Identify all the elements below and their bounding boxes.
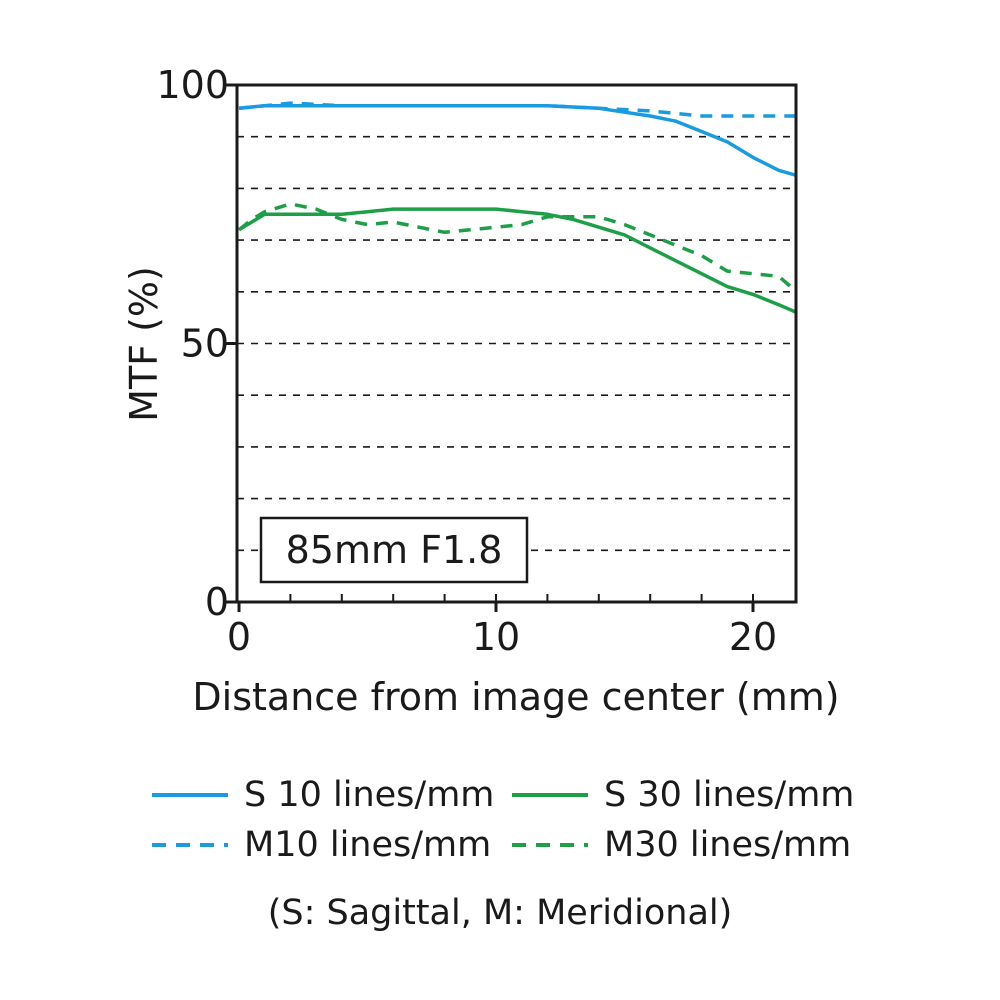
y-tick-label-50: 50 [181, 322, 229, 366]
series-line-1 [238, 103, 798, 178]
legend-swatch-m30 [512, 843, 588, 847]
legend-swatch-m10 [152, 843, 228, 847]
y-axis-title: MTF (%) [122, 266, 166, 422]
legend-label-m10: M10 lines/mm [244, 825, 492, 865]
legend-item-m10: M10 lines/mm [150, 825, 510, 865]
annotation-box: 85mm F1.8 [259, 516, 529, 584]
y-tick-label-100: 100 [156, 63, 229, 107]
legend-label-s30: S 30 lines/mm [604, 775, 855, 815]
legend-row-dashed: M10 lines/mm M30 lines/mm [150, 820, 870, 870]
legend-row-solid: S 10 lines/mm S 30 lines/mm [150, 770, 870, 820]
legend-item-m30: M30 lines/mm [510, 825, 870, 865]
y-tick-label-0: 0 [205, 580, 229, 624]
legend-label-m30: M30 lines/mm [604, 825, 852, 865]
legend-swatch-s30 [512, 793, 588, 797]
x-axis-title: Distance from image center (mm) [192, 675, 839, 719]
legend: S 10 lines/mm S 30 lines/mm M10 lines/mm… [150, 770, 870, 870]
x-tick-label-0: 0 [227, 615, 251, 659]
series-line-4 [237, 202, 798, 294]
annotation-frame [259, 516, 529, 584]
x-tick-label-20: 20 [729, 615, 777, 659]
gridlines [237, 135, 796, 552]
axis-ticks: 0 50 100 0 10 20 [156, 63, 777, 659]
legend-label-s10: S 10 lines/mm [244, 775, 495, 815]
annotation-label: 85mm F1.8 [286, 528, 503, 572]
legend-swatch-s10 [152, 793, 228, 797]
legend-item-s30: S 30 lines/mm [510, 775, 870, 815]
series-lines [237, 101, 798, 315]
x-tick-label-10: 10 [472, 615, 520, 659]
footnote: (S: Sagittal, M: Meridional) [267, 893, 733, 933]
legend-item-s10: S 10 lines/mm [150, 775, 510, 815]
series-line-3 [238, 207, 798, 315]
